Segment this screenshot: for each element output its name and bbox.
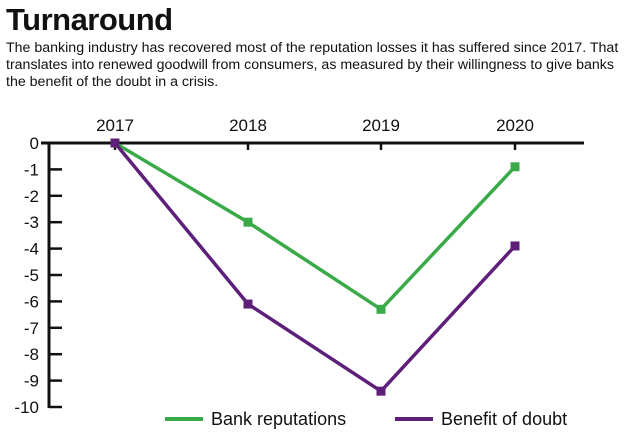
y-tick-label: -8 [24, 345, 39, 364]
y-tick-label: 0 [30, 134, 39, 153]
y-tick-label: -10 [14, 398, 39, 417]
data-point [510, 241, 520, 251]
data-point [510, 162, 520, 172]
legend-label: Benefit of doubt [441, 409, 567, 429]
data-point [243, 299, 253, 309]
y-tick-label: -9 [24, 372, 39, 391]
legend-label: Bank reputations [211, 409, 346, 429]
chart-title: Turnaround [6, 2, 173, 37]
y-tick-label: -2 [24, 187, 39, 206]
x-tick-label: 2020 [496, 116, 534, 135]
x-tick-label: 2019 [362, 116, 400, 135]
x-tick-label: 2017 [96, 116, 134, 135]
chart-subtitle: The banking industry has recovered most … [6, 40, 619, 90]
x-tick-label: 2018 [229, 116, 267, 135]
y-tick-label: -4 [24, 240, 39, 259]
data-point [376, 304, 386, 314]
y-tick-label: -1 [24, 160, 39, 179]
data-point [243, 217, 253, 227]
data-point [110, 138, 120, 148]
y-tick-label: -5 [24, 266, 39, 285]
y-tick-label: -3 [24, 213, 39, 232]
series-line-0 [114, 141, 517, 312]
series-line-1 [113, 141, 517, 393]
y-tick-label: -6 [24, 292, 39, 311]
data-point [376, 386, 386, 396]
y-tick-label: -7 [24, 319, 39, 338]
